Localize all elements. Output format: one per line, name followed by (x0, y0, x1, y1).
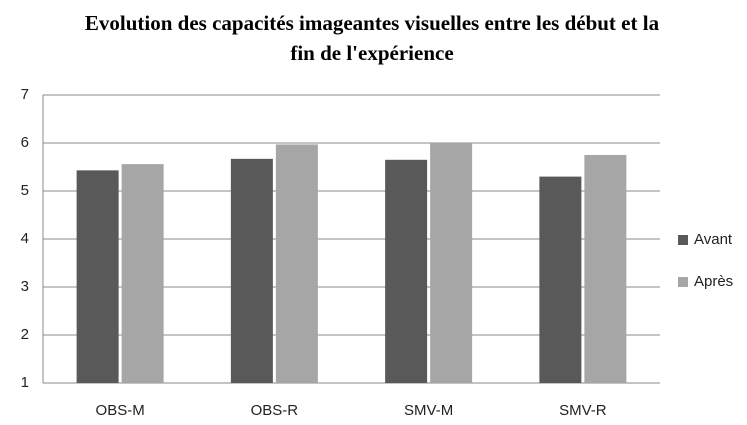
y-tick-label: 3 (21, 278, 29, 295)
bar (385, 159, 428, 383)
y-tick-label: 1 (21, 374, 29, 391)
chart-title: Evolution des capacités imageantes visue… (84, 11, 660, 65)
legend-label: Avant (694, 231, 733, 248)
bar (584, 155, 627, 383)
bar (76, 170, 119, 383)
bar (230, 158, 273, 383)
bar (121, 164, 164, 383)
y-tick-label: 7 (21, 86, 29, 103)
legend-swatch (678, 277, 688, 287)
bar (275, 144, 318, 383)
x-tick-label: SMV-M (404, 402, 453, 419)
y-tick-label: 2 (21, 326, 29, 343)
y-tick-label: 6 (21, 134, 29, 151)
legend-swatch (678, 235, 688, 245)
y-tick-label: 4 (21, 230, 29, 247)
x-tick-label: OBS-R (251, 402, 299, 419)
x-tick-label: OBS-M (96, 402, 145, 419)
y-tick-label: 5 (21, 182, 29, 199)
bar (539, 176, 582, 383)
bar (430, 143, 473, 383)
x-tick-label: SMV-R (559, 402, 607, 419)
legend-label: Après (694, 273, 733, 290)
